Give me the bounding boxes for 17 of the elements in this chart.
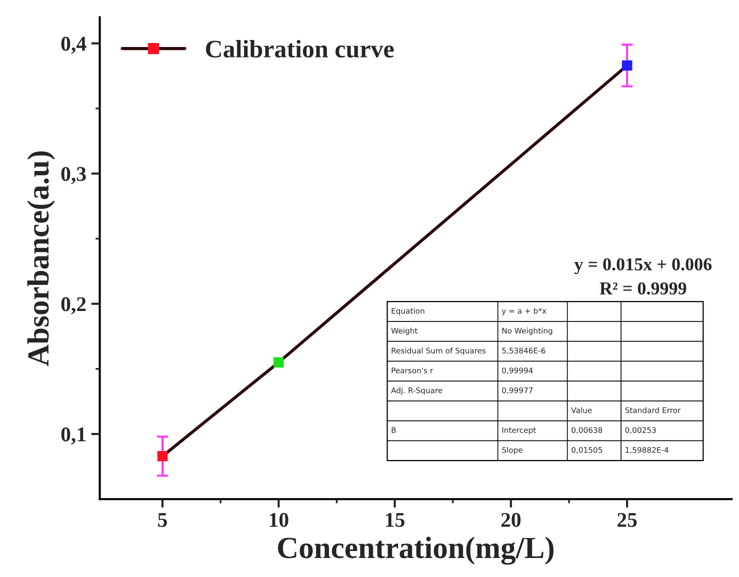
annotation: y = 0.015x + 0.006 [574, 258, 712, 274]
x-tick-label: 25 [618, 512, 637, 527]
annotation: R² = 0.9999 [600, 282, 686, 295]
x-axis-title: Concentration(mg/L) [278, 536, 554, 565]
point [273, 357, 284, 368]
point [622, 60, 632, 71]
y-tick-label: 0,4 [61, 36, 86, 54]
x-tick-label: 10 [270, 512, 288, 527]
point [157, 450, 168, 462]
y-tick-label: 0,2 [61, 297, 86, 314]
y-tick-label: 0,3 [61, 166, 86, 184]
x-tick-label: 15 [386, 513, 404, 527]
y-tick-label: 0,1 [61, 427, 86, 444]
legend-label: Calibration curve [206, 40, 394, 58]
x-tick-label: 5 [158, 513, 167, 527]
y-axis-title: Absorbance(a.u) [27, 151, 55, 366]
x-tick-label: 20 [501, 512, 521, 527]
